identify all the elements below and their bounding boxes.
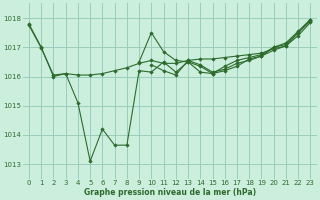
X-axis label: Graphe pression niveau de la mer (hPa): Graphe pression niveau de la mer (hPa) (84, 188, 256, 197)
